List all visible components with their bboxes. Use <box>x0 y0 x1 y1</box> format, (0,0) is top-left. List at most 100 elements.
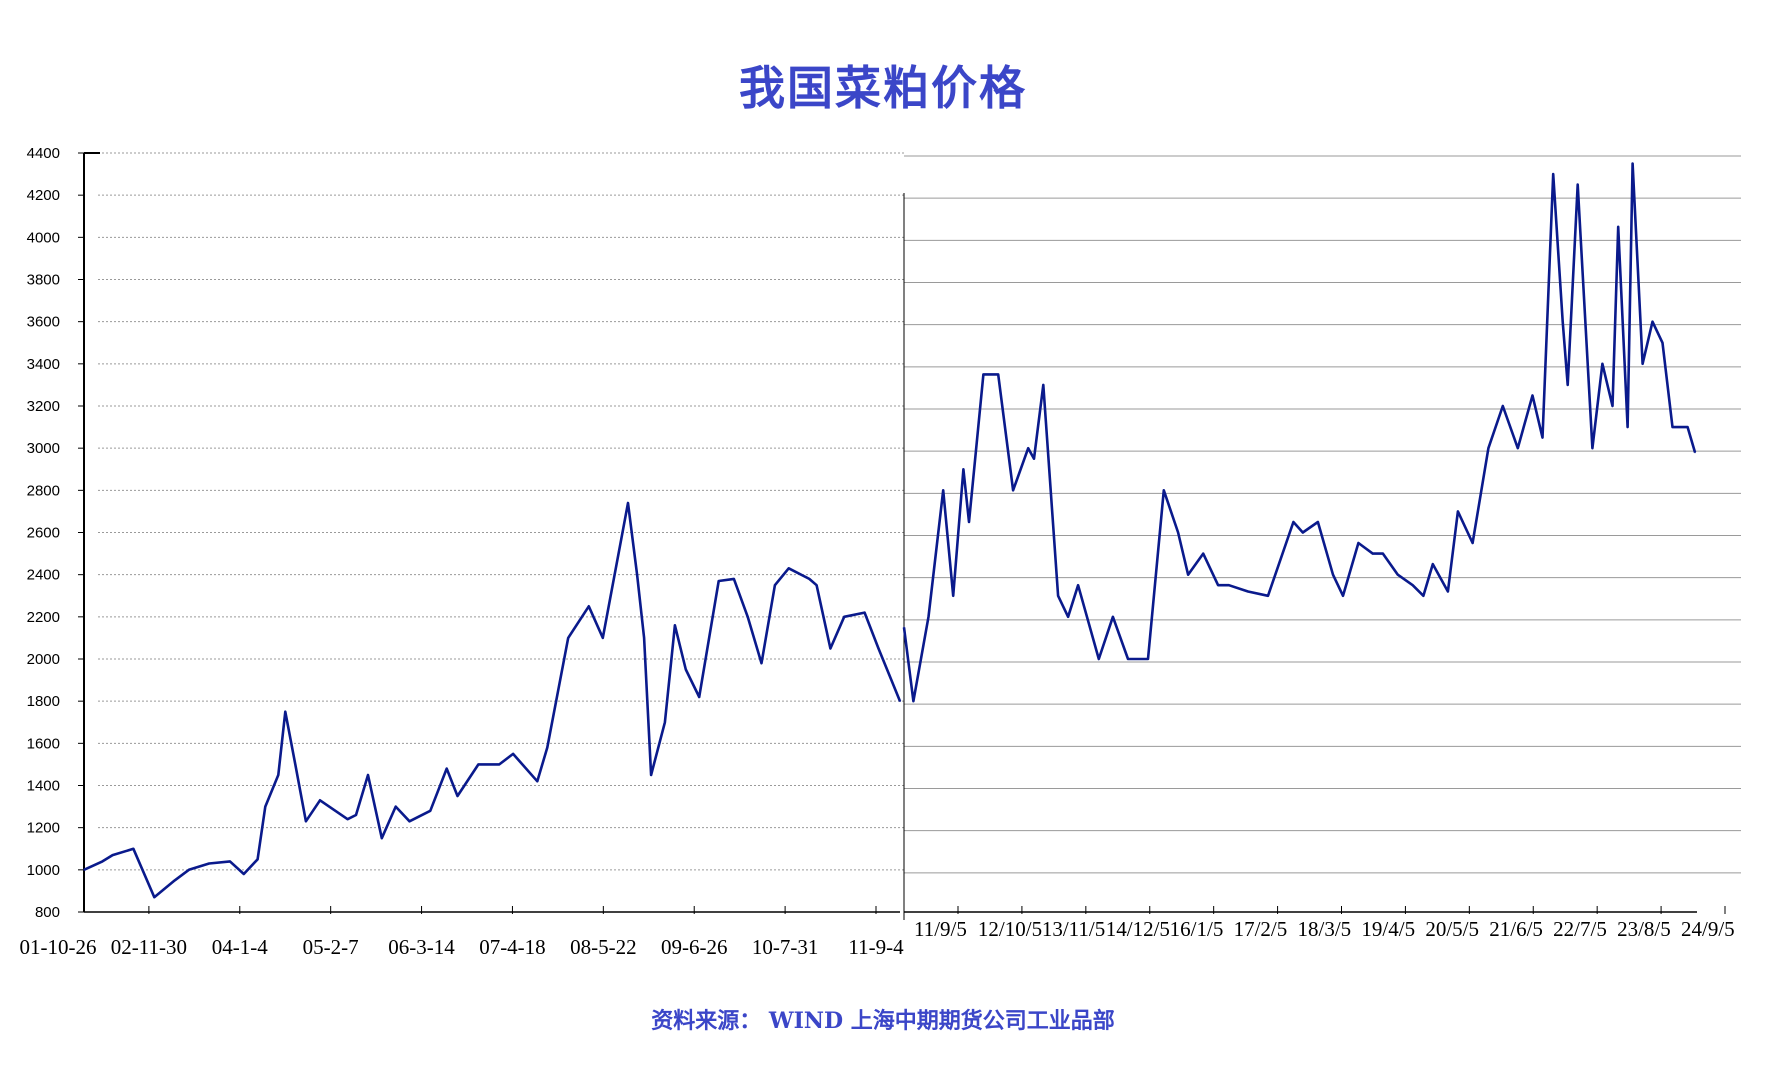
x-tick-label: 22/7/5 <box>1553 917 1607 941</box>
price-line-2001-2011-point <box>717 580 720 582</box>
price-line-2011-2024-point <box>952 595 954 597</box>
price-line-2001-2011-point <box>208 862 210 865</box>
price-line-2011-2024-point <box>1661 342 1664 344</box>
y-tick-label: 2400 <box>27 567 60 584</box>
label-layer: 800 1000 1200 1400 1600 1800 2000 2200 2400 2600 2… <box>20 145 1735 959</box>
y-tick-label: 3800 <box>27 272 60 289</box>
price-line-2001-2011-point <box>829 647 832 650</box>
price-line-2001-2011-point <box>83 869 85 871</box>
price-line-2011-2024-point <box>1077 584 1079 586</box>
price-line-2001-2011-point <box>305 820 307 823</box>
price-line-2001-2011-point <box>346 818 349 820</box>
price-line-2001-2011-point <box>319 799 321 802</box>
price-line-2011-2024-point <box>1228 584 1230 586</box>
price-line-2001-2011-point <box>536 780 539 783</box>
price-line-2011-2024-point <box>1027 447 1029 450</box>
price-line-2011-2024-point <box>1302 531 1304 534</box>
price-line-2001-2011-point <box>277 774 280 776</box>
price-line-2011-2024-point <box>1142 658 1144 660</box>
x-tick-label: 04-1-4 <box>212 935 268 959</box>
price-line-2001-2011-point <box>627 502 629 504</box>
price-line-2001-2011-point <box>381 837 383 839</box>
price-line-2011-2024-point <box>1033 457 1035 460</box>
y-tick-label: 3400 <box>27 356 60 373</box>
price-line-2011-2024-point <box>997 373 999 376</box>
x-tick-label: 17/2/5 <box>1234 917 1288 941</box>
price-line-2001-2011-point <box>746 616 749 618</box>
price-line-2011-2024-point <box>1641 363 1644 365</box>
price-line-2001-2011-point <box>787 567 790 570</box>
price-line-2001-2011-point <box>877 647 880 650</box>
x-tick-label: 12/10/5 <box>978 917 1042 941</box>
y-tick-label: 3000 <box>27 440 60 457</box>
price-line-2011-2024-point <box>927 616 930 618</box>
y-tick-label: 4000 <box>27 229 60 246</box>
x-tick-label: 05-2-7 <box>303 935 359 959</box>
price-line-2011-2024-point <box>1317 521 1319 523</box>
x-tick-label: 02-11-30 <box>111 935 187 959</box>
price-line-2011-2024-point <box>1292 521 1295 523</box>
x-tick-label: 11/9/5 <box>914 917 967 941</box>
price-line-2011-2024-point <box>1177 531 1179 534</box>
price-line-2001-2011-point <box>664 721 666 724</box>
y-tick-label: 3600 <box>27 314 60 331</box>
price-line-2011-2024-point <box>1067 616 1069 618</box>
y-tick-label: 4200 <box>27 187 60 204</box>
price-line-2011-2024-point <box>1371 552 1374 555</box>
price-line-2001-2011-point <box>173 879 176 882</box>
price-line-2011-2024-point <box>1457 510 1459 513</box>
price-line-2011-2024-point <box>1686 426 1689 428</box>
price-line-2011-2024-point <box>1187 573 1189 576</box>
x-tick-label: 19/4/5 <box>1361 917 1415 941</box>
price-line-2001-2011-point <box>429 810 432 812</box>
y-tick-label: 1600 <box>27 735 60 752</box>
price-line-2001-2011-point <box>498 763 501 766</box>
price-line-2011-2024-point <box>1147 658 1149 660</box>
price-line-2011-2024 <box>902 162 1697 703</box>
y-tick-label: 2600 <box>27 525 60 542</box>
y-tick-label: 3200 <box>27 398 60 415</box>
x-tick-label: 14/12/5 <box>1106 917 1170 941</box>
price-line-2001-2011-point <box>685 668 687 671</box>
price-line-2011-2024-point <box>1531 394 1534 397</box>
price-line-2011-2024-point <box>1617 226 1619 228</box>
price-line-2001-2011-point <box>243 873 245 875</box>
price-line-2001-2011-point <box>284 710 287 713</box>
price-line-2001-2011-point <box>643 637 645 639</box>
price-line-2011-2024-point <box>1471 542 1474 544</box>
y-tick-label: 1400 <box>27 778 60 795</box>
price-line-2011-2024-point <box>1561 320 1564 323</box>
price-line-2001-2011-point <box>229 860 231 863</box>
price-line-2011-2024-point <box>1382 552 1384 555</box>
price-line-2011-2024-point <box>1202 552 1204 555</box>
grid-layer <box>98 152 1741 874</box>
price-line-2001-2011-point <box>588 605 590 608</box>
price-line-2001-2011-point <box>808 578 811 580</box>
price-line-2001-2011-point <box>843 616 845 618</box>
price-line-2011-2024-point <box>1357 542 1360 544</box>
x-tick-label: 09-6-26 <box>661 935 728 959</box>
price-line-2011-2024-point <box>1042 384 1045 386</box>
chart-title: 我国菜粕价格 <box>739 61 1027 115</box>
x-tick-label: 10-7-31 <box>752 935 819 959</box>
price-line-2011-2024-point <box>903 626 905 629</box>
price-line-2011-2024-point <box>1411 584 1414 586</box>
y-tick-label: 1000 <box>27 862 60 879</box>
price-line-2011-2024-point <box>1671 426 1674 428</box>
price-line-2011-2024-point <box>1487 447 1490 450</box>
price-line-2001-2011-point <box>101 860 104 863</box>
price-line-2011-2024-point <box>912 700 915 702</box>
y-tick-label: 2000 <box>27 651 60 668</box>
x-tick-label: 11-9-4 <box>848 935 904 959</box>
price-line-2001-2011-point <box>733 578 735 580</box>
price-line-2001-2011-point <box>650 774 652 776</box>
price-line-2011-2024-point <box>1611 405 1614 407</box>
price-line-2001-2011-point <box>899 700 901 702</box>
price-line-2001-2011-point <box>294 763 297 766</box>
source-note: 资料来源： WIND 上海中期期货公司工业品部 <box>651 1008 1115 1034</box>
price-line-2001-2011-point <box>698 696 700 698</box>
price-line-2001-2011-point <box>774 584 776 586</box>
price-line-2011-2024-point <box>1342 595 1344 597</box>
price-line-2011-2024-point <box>1626 426 1629 428</box>
